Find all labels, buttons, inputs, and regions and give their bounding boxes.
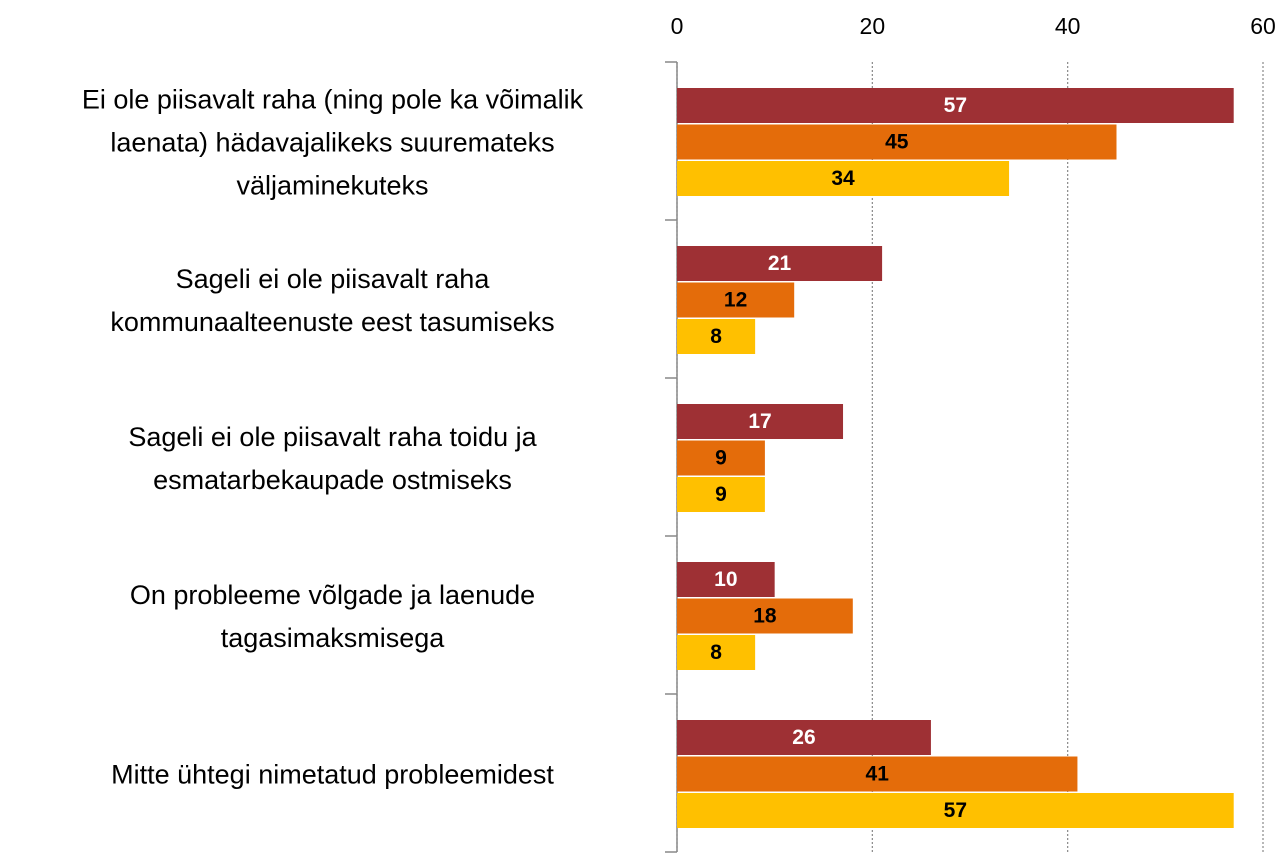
data-label: 8 <box>710 325 722 348</box>
data-label: 17 <box>748 410 771 433</box>
data-label: 26 <box>792 726 815 749</box>
x-tick-label: 20 <box>860 13 886 39</box>
x-tick-label: 0 <box>671 13 684 39</box>
bar <box>677 477 765 512</box>
bar <box>677 793 1234 828</box>
x-tick-label: 60 <box>1250 13 1276 39</box>
x-tick-label: 40 <box>1055 13 1081 39</box>
data-label: 12 <box>724 288 747 311</box>
category-label: On probleeme võlgade ja laenude tagasima… <box>129 579 536 653</box>
category-label: Sageli ei ole piisavalt raha toidu ja es… <box>128 421 537 495</box>
bar <box>677 635 756 670</box>
category-label: Sageli ei ole piisavalt raha kommunaalte… <box>110 263 555 337</box>
data-label: 41 <box>866 762 890 785</box>
bar <box>677 598 853 634</box>
category-label: Mitte ühtegi nimetatud probleemidest <box>111 759 554 790</box>
bar <box>677 246 883 281</box>
data-label: 9 <box>715 446 727 469</box>
bar <box>677 720 931 755</box>
bar <box>677 319 756 354</box>
bar <box>677 282 795 318</box>
data-label: 34 <box>831 167 855 190</box>
data-label: 8 <box>710 641 722 664</box>
data-label: 10 <box>714 568 737 591</box>
bar <box>677 124 1117 160</box>
data-label: 45 <box>885 130 909 153</box>
data-label: 9 <box>715 483 727 506</box>
bar <box>677 562 775 597</box>
data-label: 57 <box>944 94 967 117</box>
bar <box>677 440 765 476</box>
bar <box>677 404 844 439</box>
bar <box>677 161 1010 196</box>
bar <box>677 756 1078 792</box>
bar <box>677 88 1234 123</box>
data-label: 21 <box>768 252 792 275</box>
data-label: 57 <box>944 799 967 822</box>
category-label: Ei ole piisavalt raha (ning pole ka võim… <box>81 84 584 201</box>
data-label: 18 <box>753 604 777 627</box>
